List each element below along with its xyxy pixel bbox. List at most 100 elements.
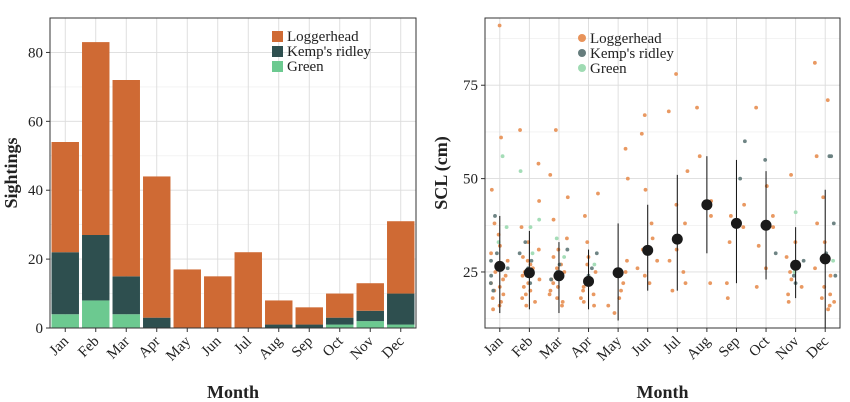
bar-loggerhead-oct <box>326 293 354 318</box>
point-loggerhead-feb <box>520 296 525 301</box>
point-kemp-s-ridley-nov <box>791 273 796 278</box>
point-loggerhead-mar <box>556 247 561 252</box>
point-loggerhead-oct <box>771 225 776 230</box>
point-loggerhead-feb <box>518 128 522 132</box>
point-loggerhead-oct <box>770 214 775 218</box>
y-axis-title: Sightings <box>1 137 21 208</box>
bar-kemp-s-ridley-feb <box>82 235 110 301</box>
bar-loggerhead-feb <box>82 42 110 235</box>
point-loggerhead-jun <box>650 236 655 241</box>
legend-label-green: Green <box>287 59 324 75</box>
point-loggerhead-mar <box>547 292 552 297</box>
point-loggerhead-mar <box>551 255 556 259</box>
point-loggerhead-feb <box>537 199 542 203</box>
point-kemp-s-ridley-mar <box>565 247 570 252</box>
mean-marker-mar <box>553 270 565 282</box>
point-loggerhead-sep <box>741 225 746 230</box>
x-tick-label: Oct <box>746 333 773 360</box>
y-tick-label: 0 <box>36 321 44 337</box>
point-loggerhead-mar <box>565 236 569 241</box>
point-loggerhead-feb <box>533 299 537 304</box>
legend-label-green: Green <box>590 61 627 77</box>
x-tick-label: Nov <box>347 333 377 363</box>
point-loggerhead-mar <box>548 172 553 177</box>
point-green-jan <box>504 225 509 230</box>
mean-marker-jul <box>671 233 683 245</box>
point-loggerhead-feb <box>536 247 541 252</box>
point-loggerhead-dec <box>813 266 817 271</box>
point-loggerhead-may <box>621 281 626 286</box>
point-green-feb <box>528 225 533 230</box>
point-loggerhead-apr <box>581 285 586 289</box>
point-loggerhead-feb <box>520 273 525 278</box>
point-loggerhead-may <box>623 270 628 274</box>
bar-green-oct <box>326 324 354 328</box>
point-loggerhead-may <box>606 303 611 308</box>
bar-green-jan <box>51 314 79 328</box>
point-loggerhead-jun <box>647 281 652 286</box>
point-kemp-s-ridley-jan <box>488 281 493 286</box>
y-axis-title: SCL (cm) <box>431 136 452 210</box>
point-loggerhead-apr <box>585 240 590 244</box>
y-tick-label: 50 <box>463 172 478 188</box>
bar-loggerhead-apr <box>143 176 171 318</box>
point-kemp-s-ridley-mar <box>557 262 562 267</box>
point-loggerhead-may <box>625 258 629 263</box>
bar-kemp-s-ridley-mar <box>112 276 140 315</box>
point-kemp-s-ridley-mar <box>549 277 553 282</box>
point-kemp-s-ridley-jan <box>494 251 499 256</box>
point-loggerhead-oct <box>754 105 759 110</box>
point-loggerhead-aug <box>708 281 713 286</box>
x-tick-label: Feb <box>509 334 536 361</box>
point-kemp-s-ridley-nov <box>801 258 806 263</box>
point-loggerhead-feb <box>524 303 529 308</box>
x-tick-label: Jun <box>199 333 225 359</box>
point-green-feb <box>530 251 535 256</box>
point-green-apr <box>592 262 597 267</box>
point-loggerhead-nov <box>799 285 804 289</box>
point-loggerhead-jan <box>499 135 503 140</box>
mean-marker-nov <box>790 259 802 271</box>
point-loggerhead-mar <box>551 217 556 222</box>
point-green-dec <box>831 258 836 263</box>
point-kemp-s-ridley-jan <box>505 266 510 271</box>
legend-key-loggerhead <box>272 31 283 42</box>
bar-loggerhead-may <box>173 269 201 328</box>
bar-loggerhead-nov <box>356 283 384 311</box>
bar-loggerhead-dec <box>387 221 415 294</box>
point-loggerhead-feb <box>523 292 528 297</box>
point-kemp-s-ridley-apr <box>589 266 594 271</box>
point-loggerhead-mar <box>553 128 558 132</box>
point-loggerhead-dec <box>821 195 826 200</box>
x-tick-label: Jul <box>660 334 684 358</box>
point-loggerhead-nov <box>789 172 793 177</box>
point-kemp-s-ridley-oct <box>773 251 778 256</box>
point-loggerhead-apr <box>583 214 587 218</box>
point-kemp-s-ridley-feb <box>529 258 534 263</box>
point-loggerhead-mar <box>560 299 565 304</box>
legend-label-loggerhead: Loggerhead <box>287 29 359 45</box>
point-loggerhead-feb <box>536 161 541 166</box>
point-loggerhead-aug <box>697 154 702 159</box>
x-tick-label: May <box>594 333 625 364</box>
point-loggerhead-apr <box>579 296 583 301</box>
bar-green-nov <box>356 321 384 328</box>
point-loggerhead-jan <box>489 251 493 256</box>
point-loggerhead-dec <box>828 292 833 297</box>
legend-key-kemp-s-ridley <box>272 46 283 57</box>
mean-marker-sep <box>730 217 742 229</box>
mean-marker-apr <box>583 275 595 287</box>
point-loggerhead-nov <box>786 299 791 304</box>
mean-marker-feb <box>523 267 535 279</box>
point-kemp-s-ridley-sep <box>742 139 747 144</box>
point-loggerhead-jul <box>683 221 687 226</box>
y-tick-label: 75 <box>463 78 478 94</box>
y-tick-label: 20 <box>28 252 43 268</box>
point-loggerhead-may <box>623 146 628 151</box>
x-tick-label: Apr <box>136 334 164 362</box>
point-loggerhead-mar <box>555 266 559 271</box>
point-kemp-s-ridley-sep <box>738 176 743 181</box>
legend-key-green <box>272 61 283 72</box>
mean-marker-dec <box>819 253 831 265</box>
sightings-bar-chart: 0 20 40 60 80 Jan Feb Mar Apr May Jun Jul Aug Sep Oct N… <box>1 17 417 402</box>
